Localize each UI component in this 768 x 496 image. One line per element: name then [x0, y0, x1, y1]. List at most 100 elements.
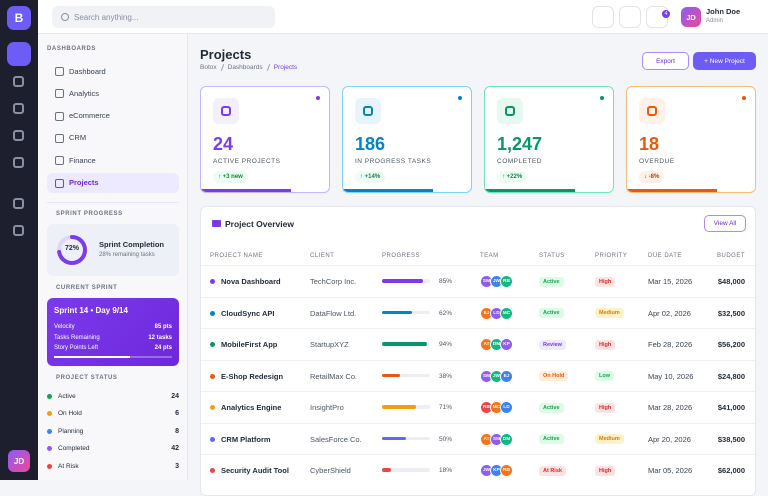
progress-track	[382, 405, 430, 409]
export-button[interactable]: Export	[642, 52, 689, 70]
table-row[interactable]: E-Shop RedesignRetailMax Co.38%SMJWEJOn …	[201, 360, 755, 392]
progress-label: 62%	[439, 298, 452, 329]
folder-icon	[212, 220, 221, 227]
sprint-track	[54, 356, 172, 358]
column-header: TEAM	[480, 253, 499, 259]
sprint-label: Story Points Left	[54, 345, 98, 351]
due-date: Feb 28, 2026	[648, 329, 692, 360]
stat-change: ↑ +14%	[355, 171, 385, 183]
nav-item[interactable]: Analytics	[47, 83, 179, 103]
rail-icon[interactable]	[13, 103, 24, 114]
crumb[interactable]: Dashboards	[228, 64, 263, 71]
rail-dashboard[interactable]	[7, 42, 31, 66]
stat-card: 186IN PROGRESS TASKS↑ +14%	[342, 86, 472, 193]
progress-track	[382, 279, 430, 283]
nav-item[interactable]: Finance	[47, 150, 179, 170]
search-box[interactable]: Search anything...	[52, 6, 275, 28]
priority-cell: Medium	[595, 298, 624, 329]
stat-change: ↑ +22%	[497, 171, 527, 183]
project-dot	[210, 342, 215, 347]
column-header: PRIORITY	[595, 253, 627, 259]
section-title: PROJECT STATUS	[56, 375, 118, 381]
rail-icon[interactable]	[13, 198, 24, 209]
messages[interactable]: 4	[646, 6, 668, 28]
nav-item[interactable]: Projects	[47, 173, 179, 193]
crumb[interactable]: Botox	[200, 64, 217, 71]
progress-track	[382, 311, 430, 315]
rail-icon[interactable]	[13, 76, 24, 87]
status-count: 6	[175, 410, 179, 417]
table-row[interactable]: CRM PlatformSalesForce Co.50%ATSMDMActiv…	[201, 423, 755, 455]
status-label: Active	[58, 393, 76, 400]
progress-label: 85%	[439, 266, 452, 297]
status-count: 42	[171, 445, 179, 452]
table-row[interactable]: Analytics EngineInsightPro71%RBMCLDActiv…	[201, 391, 755, 423]
rail-avatar[interactable]: JD	[8, 450, 30, 472]
progress-track	[382, 374, 430, 378]
stat-label: IN PROGRESS TASKS	[355, 158, 431, 165]
progress-bar	[382, 468, 391, 472]
project-dot	[210, 279, 215, 284]
progress-label: 18%	[439, 455, 452, 486]
team: SMJWEJ	[480, 361, 510, 392]
client: SalesForce Co.	[310, 424, 362, 455]
rail-icon[interactable]	[13, 157, 24, 168]
stat-dot	[742, 96, 746, 100]
mail-badge: 4	[662, 10, 670, 18]
crumb[interactable]: Projects	[274, 64, 297, 71]
status-label: Planning	[58, 428, 83, 435]
stat-glyph	[363, 106, 373, 116]
nav-item[interactable]: eCommerce	[47, 106, 179, 126]
priority-badge: High	[595, 403, 615, 413]
table-row[interactable]: Nova DashboardTechCorp Inc.85%SMJWRBActi…	[201, 265, 755, 297]
table-row[interactable]: CloudSync APIDataFlow Ltd.62%EJLDMCActiv…	[201, 297, 755, 329]
priority-cell: High	[595, 392, 615, 423]
status-dot	[47, 429, 52, 434]
column-header: PROJECT NAME	[210, 253, 263, 259]
stat-card: 1,247COMPLETED↑ +22%	[484, 86, 614, 193]
stat-label: OVERDUE	[639, 158, 675, 165]
client: TechCorp Inc.	[310, 266, 356, 297]
nav-item[interactable]: Dashboard	[47, 61, 179, 81]
project-cell: MobileFirst App	[210, 329, 277, 360]
nav-item[interactable]: CRM	[47, 128, 179, 148]
user-avatar[interactable]: JD	[681, 7, 701, 27]
progress-bar	[382, 279, 423, 283]
stat-icon	[355, 98, 381, 124]
rail-icon[interactable]	[13, 130, 24, 141]
status-count: 3	[175, 463, 179, 470]
team-avatar: MC	[500, 307, 513, 320]
theme-toggle[interactable]	[592, 6, 614, 28]
logo[interactable]: B	[7, 6, 31, 30]
table-row[interactable]: MobileFirst AppStartupXYZ94%ATDMKPReview…	[201, 328, 755, 360]
table-row[interactable]: Security Audit ToolCyberShield18%JWKPRBA…	[201, 454, 755, 486]
status-label: At Risk	[58, 463, 79, 470]
sprint-heading: Sprint Completion	[99, 240, 164, 249]
sprint-fill	[54, 356, 130, 358]
team-avatar: LD	[500, 401, 513, 414]
priority-cell: Medium	[595, 424, 624, 455]
due-date: Apr 20, 2026	[648, 424, 691, 455]
notifications[interactable]	[619, 6, 641, 28]
priority-badge: Low	[595, 371, 614, 381]
priority-badge: High	[595, 340, 615, 350]
progress-label: 38%	[439, 361, 452, 392]
progress-label: 71%	[439, 392, 452, 423]
stat-card: 24ACTIVE PROJECTS↑ +3 new	[200, 86, 330, 193]
team: EJLDMC	[480, 298, 510, 329]
view-all-button[interactable]: View All	[704, 215, 746, 232]
project-cell: Analytics Engine	[210, 392, 281, 423]
status-cell: Active	[539, 298, 564, 329]
status-dot	[47, 464, 52, 469]
priority-cell: Low	[595, 361, 614, 392]
stat-change: ↑ +3 new	[213, 171, 248, 183]
rail-icon[interactable]	[13, 225, 24, 236]
status-row: Completed42	[47, 443, 179, 455]
budget: $48,000	[718, 266, 745, 297]
team-avatar: EJ	[500, 370, 513, 383]
stat-label: ACTIVE PROJECTS	[213, 158, 280, 165]
due-date: Mar 05, 2026	[648, 455, 692, 486]
column-header: PROGRESS	[382, 253, 420, 259]
status-badge: Active	[539, 277, 564, 287]
new-project-button[interactable]: + New Project	[693, 52, 756, 70]
